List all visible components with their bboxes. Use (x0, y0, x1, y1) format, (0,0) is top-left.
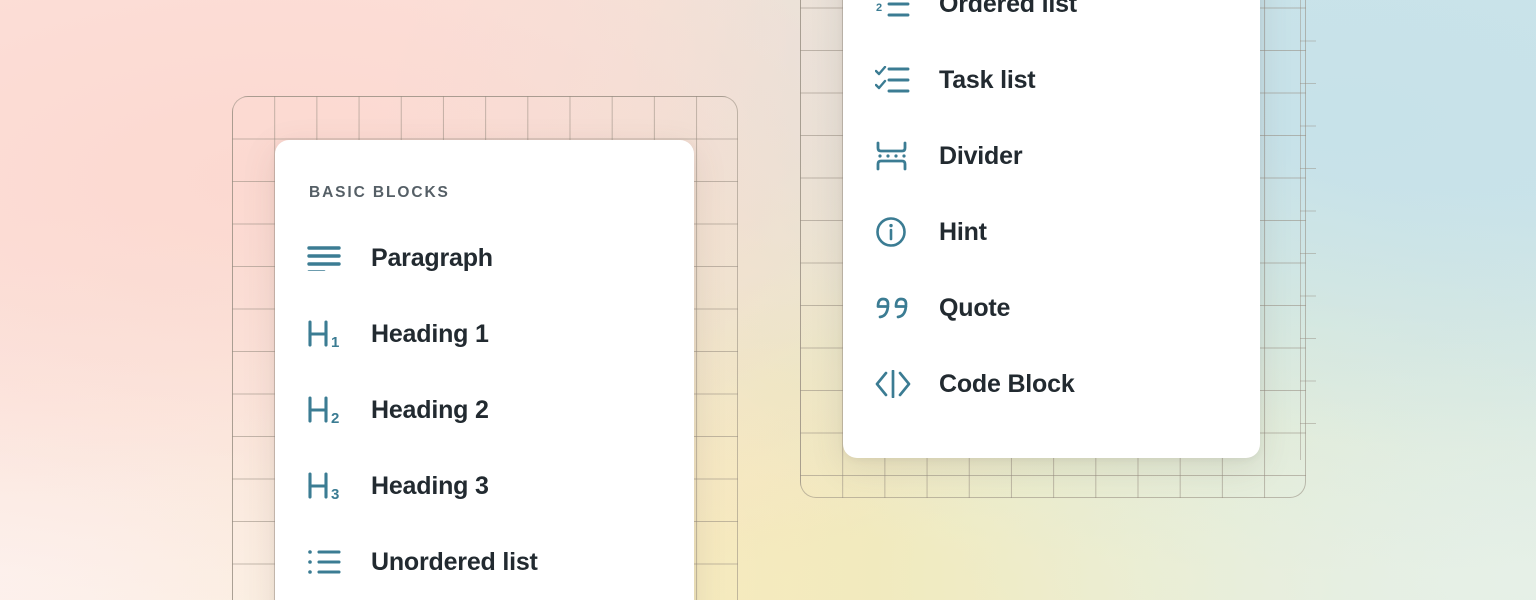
unordered-list-icon (307, 549, 353, 575)
menu-item-paragraph[interactable]: Paragraph (275, 220, 694, 296)
more-blocks-menu-list: 1 2 Ordered list (843, 0, 1260, 422)
code-block-icon (875, 370, 921, 398)
menu-item-label: Hint (939, 217, 987, 246)
quote-icon (875, 294, 921, 322)
basic-blocks-menu-card: BASIC BLOCKS Paragraph (275, 140, 694, 600)
menu-item-label: Code Block (939, 369, 1075, 398)
hint-icon (875, 216, 921, 248)
menu-item-label: Task list (939, 65, 1036, 94)
section-label-basic-blocks: BASIC BLOCKS (309, 184, 450, 201)
svg-text:2: 2 (876, 2, 882, 14)
heading-3-icon: 3 (307, 469, 353, 503)
basic-blocks-menu-list: Paragraph 1 Heading 1 (275, 220, 694, 600)
menu-item-ordered-list[interactable]: 1 2 Ordered list (843, 0, 1260, 42)
ordered-list-icon: 1 2 (875, 0, 921, 18)
menu-item-label: Heading 1 (371, 319, 489, 348)
menu-item-label: Unordered list (371, 547, 538, 576)
grid-panel-edge (1300, 0, 1536, 460)
menu-item-divider[interactable]: Divider (843, 118, 1260, 194)
paragraph-icon (307, 245, 353, 271)
heading-2-icon: 2 (307, 393, 353, 427)
divider-icon (875, 141, 921, 171)
svg-text:3: 3 (331, 486, 339, 503)
menu-item-label: Paragraph (371, 243, 493, 272)
menu-item-label: Quote (939, 293, 1011, 322)
menu-item-hint[interactable]: Hint (843, 194, 1260, 270)
menu-item-code-block[interactable]: Code Block (843, 346, 1260, 422)
menu-item-heading-1[interactable]: 1 Heading 1 (275, 296, 694, 372)
menu-item-task-list[interactable]: Task list (843, 42, 1260, 118)
menu-item-label: Heading 2 (371, 395, 489, 424)
menu-item-heading-3[interactable]: 3 Heading 3 (275, 448, 694, 524)
menu-item-unordered-list[interactable]: Unordered list (275, 524, 694, 600)
svg-text:1: 1 (331, 334, 339, 351)
svg-text:2: 2 (331, 410, 339, 427)
menu-item-label: Heading 3 (371, 471, 489, 500)
more-blocks-menu-card: 1 2 Ordered list (843, 0, 1260, 458)
heading-1-icon: 1 (307, 317, 353, 351)
menu-item-label: Divider (939, 141, 1023, 170)
menu-item-heading-2[interactable]: 2 Heading 2 (275, 372, 694, 448)
menu-item-quote[interactable]: Quote (843, 270, 1260, 346)
task-list-icon (875, 66, 921, 94)
menu-item-label: Ordered list (939, 0, 1077, 18)
